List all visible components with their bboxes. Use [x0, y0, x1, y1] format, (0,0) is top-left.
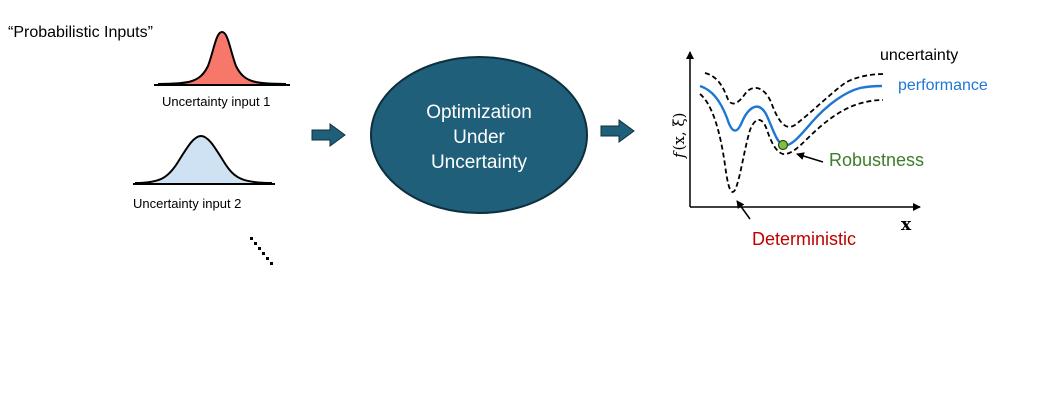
robustness-arrow [796, 152, 824, 163]
robustness-label: Robustness [829, 150, 924, 170]
ouu-line-3: Uncertainty [431, 152, 528, 173]
y-axis-label-args: (x, ξ) [670, 112, 688, 150]
flow-arrow-2 [600, 119, 635, 143]
uncertainty-label: uncertainty [880, 47, 958, 64]
distribution-1 [154, 30, 290, 86]
plot-axes [686, 51, 921, 211]
uncertainty-input-1-label: Uncertainty input 1 [162, 94, 270, 109]
distribution-1-curve [157, 30, 287, 85]
performance-label: performance [898, 77, 988, 94]
more-inputs-ellipsis [250, 237, 273, 265]
probabilistic-inputs-header: “Probabilistic Inputs” [8, 24, 153, 41]
distribution-2-fill [135, 136, 272, 183]
x-axis-label: x [901, 215, 912, 235]
uncertainty-upper-bound [704, 72, 885, 128]
optimization-under-uncertainty-ellipse [370, 56, 588, 214]
performance-curve [699, 84, 883, 147]
distribution-2 [133, 134, 275, 185]
distribution-2-curve [134, 134, 273, 184]
y-axis-label-f: f [670, 150, 688, 159]
uncertainty-input-2-label: Uncertainty input 2 [133, 196, 241, 211]
deterministic-arrow [736, 200, 751, 220]
y-axis-label: f(x, ξ) [670, 112, 688, 159]
flow-arrow-1 [311, 123, 346, 147]
distribution-1-fill [158, 32, 286, 84]
deterministic-label: Deterministic [752, 229, 856, 249]
ouu-line-2: Under [453, 127, 505, 148]
robust-optimum-point [777, 139, 789, 151]
ouu-line-1: Optimization [426, 102, 532, 123]
